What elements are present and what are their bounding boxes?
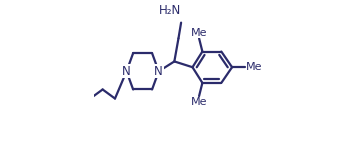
Text: N: N [122,65,131,78]
Text: Me: Me [191,97,207,107]
Text: H₂N: H₂N [159,4,181,17]
Text: Me: Me [246,62,262,72]
Text: N: N [154,65,163,78]
Text: Me: Me [191,28,207,38]
